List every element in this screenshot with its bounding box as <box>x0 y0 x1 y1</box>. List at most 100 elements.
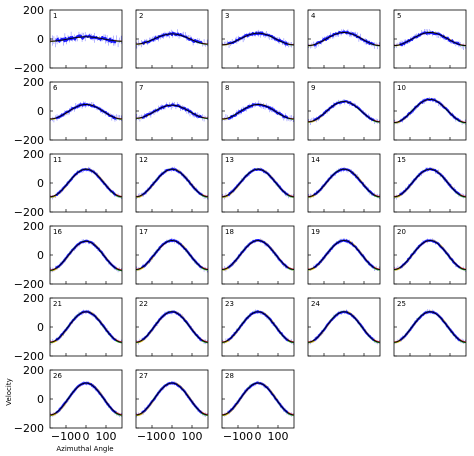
y-tick-label: 0 <box>37 33 44 46</box>
panel-frame <box>49 369 123 429</box>
model-fit-curve <box>136 382 208 416</box>
model-fit-curve <box>136 311 208 343</box>
panel-frame <box>221 297 295 357</box>
panel-21: 21 <box>49 297 123 357</box>
model-fit-curve <box>50 382 122 416</box>
panel-number: 9 <box>311 84 315 92</box>
panel-frame <box>135 297 209 357</box>
panel-14: 14 <box>307 153 381 213</box>
panel-number: 13 <box>225 156 234 164</box>
panel-frame <box>221 9 295 69</box>
panel-3: 3 <box>221 9 295 69</box>
panel-24: 24 <box>307 297 381 357</box>
panel-13: 13 <box>221 153 295 213</box>
panel-frame <box>307 81 381 141</box>
panel-frame <box>49 153 123 213</box>
panel-number: 17 <box>139 228 148 236</box>
panel-frame <box>393 225 467 285</box>
panel-7: 7 <box>135 81 209 141</box>
panel-2: 2 <box>135 9 209 69</box>
model-fit-curve <box>222 32 294 46</box>
model-fit-curve <box>308 311 380 343</box>
panel-frame <box>393 81 467 141</box>
panel-number: 21 <box>53 300 62 308</box>
panel-12: 12 <box>135 153 209 213</box>
panel-frame <box>49 81 123 141</box>
panel-number: 25 <box>397 300 406 308</box>
x-axis-label: Azimuthal Angle <box>56 445 113 453</box>
y-tick-label: 200 <box>23 292 44 305</box>
model-fit-curve <box>394 311 466 343</box>
panel-frame <box>135 225 209 285</box>
model-fit-curve <box>222 168 294 198</box>
y-tick-label: 0 <box>37 105 44 118</box>
panel-23: 23 <box>221 297 295 357</box>
model-fit-curve <box>394 32 466 46</box>
model-fit-curve <box>222 240 294 270</box>
y-tick-label: 200 <box>23 148 44 161</box>
x-tick-label: 0 <box>83 430 90 443</box>
model-fit-curve <box>136 240 208 270</box>
panel-8: 8 <box>221 81 295 141</box>
x-tick-label: 100 <box>268 430 289 443</box>
panel-frame <box>49 225 123 285</box>
panel-number: 22 <box>139 300 148 308</box>
y-tick-label: 200 <box>23 220 44 233</box>
panel-frame <box>393 297 467 357</box>
y-tick-label: −200 <box>14 350 44 363</box>
panel-number: 18 <box>225 228 234 236</box>
panel-number: 12 <box>139 156 148 164</box>
model-fit-curve <box>394 240 466 270</box>
x-tick-labels: −100 0 100 −100 0 100 −100 0 100 <box>51 430 289 443</box>
panel-number: 2 <box>139 12 143 20</box>
model-fit-curve <box>308 240 380 270</box>
panel-number: 11 <box>53 156 62 164</box>
y-tick-label: 0 <box>37 249 44 262</box>
panel-number: 3 <box>225 12 229 20</box>
model-fit-curve <box>50 36 122 42</box>
y-tick-label: −200 <box>14 206 44 219</box>
panel-frame <box>393 9 467 69</box>
panel-number: 16 <box>53 228 62 236</box>
y-tick-label: 200 <box>23 364 44 377</box>
panel-frame <box>307 225 381 285</box>
model-fit-curve <box>222 382 294 416</box>
panel-1: 1 <box>49 9 123 69</box>
panel-9: 9 <box>307 81 381 141</box>
y-tick-label: −200 <box>14 134 44 147</box>
panel-number: 20 <box>397 228 406 236</box>
panel-17: 17 <box>135 225 209 285</box>
y-tick-labels: −2000200−2000200−2000200−2000200−2000200… <box>14 4 44 435</box>
model-fit-curve <box>394 168 466 198</box>
model-fit-curve <box>50 104 122 120</box>
panel-number: 24 <box>311 300 320 308</box>
x-tick-label: 100 <box>96 430 117 443</box>
panel-frame <box>135 9 209 69</box>
panel-number: 26 <box>53 372 62 380</box>
panel-16: 16 <box>49 225 123 285</box>
y-tick-label: −200 <box>14 422 44 435</box>
model-fit-curve <box>308 168 380 198</box>
model-fit-curve <box>50 311 122 343</box>
y-axis-label: Velocity <box>5 378 13 405</box>
panel-18: 18 <box>221 225 295 285</box>
panel-19: 19 <box>307 225 381 285</box>
panel-frame <box>135 81 209 141</box>
y-tick-label: 0 <box>37 321 44 334</box>
panel-number: 19 <box>311 228 320 236</box>
panel-number: 15 <box>397 156 406 164</box>
model-fit-curve <box>50 168 122 198</box>
model-fit-curve <box>222 311 294 343</box>
model-fit-curve <box>394 98 466 124</box>
x-tick-label: −100 <box>51 430 81 443</box>
panel-frame <box>135 153 209 213</box>
model-fit-curve <box>308 32 380 46</box>
model-fit-curve <box>222 104 294 120</box>
model-fit-curve <box>308 101 380 123</box>
panel-11: 11 <box>49 153 123 213</box>
y-tick-label: 200 <box>23 76 44 89</box>
x-tick-label: −100 <box>137 430 167 443</box>
panel-5: 5 <box>393 9 467 69</box>
panel-20: 20 <box>393 225 467 285</box>
panel-frame <box>221 153 295 213</box>
